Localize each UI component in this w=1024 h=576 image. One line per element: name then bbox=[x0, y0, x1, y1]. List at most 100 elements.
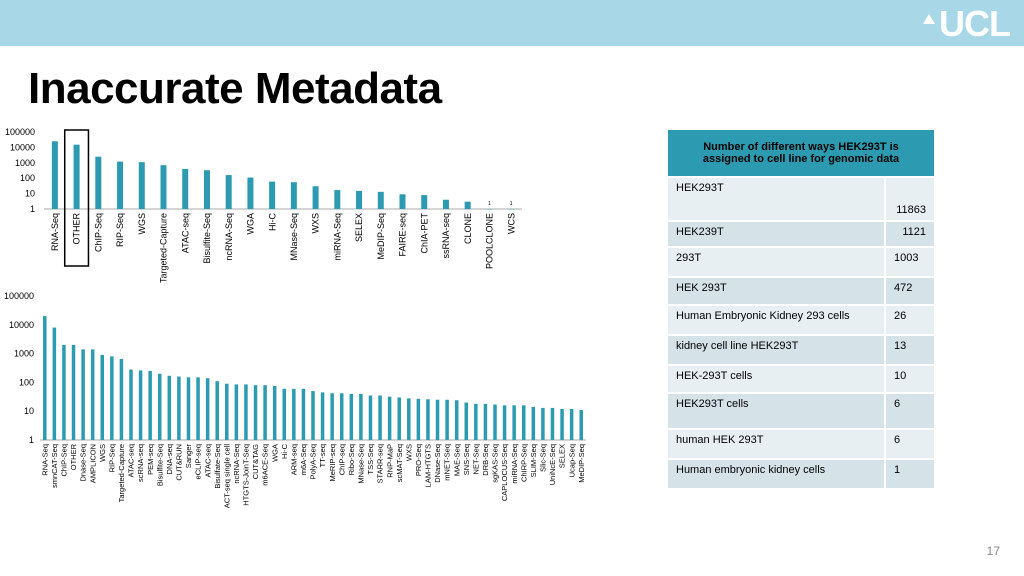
cell-line-count: 6 bbox=[884, 430, 934, 460]
bar bbox=[339, 393, 344, 440]
x-tick-label: SNS-Seq bbox=[462, 444, 471, 475]
x-tick-label: PolyA-Seq bbox=[309, 444, 318, 479]
bar bbox=[186, 377, 191, 440]
x-tick-label: Targeted-Capture bbox=[159, 213, 169, 283]
bar bbox=[160, 165, 167, 209]
y-tick-label: 10 bbox=[24, 406, 34, 416]
x-tick-label: mNET-Seq bbox=[443, 444, 452, 481]
x-tick-label: POOLCLONE bbox=[485, 213, 495, 269]
x-tick-label: Ucap-Seq bbox=[567, 444, 576, 477]
bar bbox=[320, 392, 325, 440]
x-tick-label: WGA bbox=[246, 213, 256, 235]
cell-line-name: HEK 293T bbox=[668, 278, 884, 306]
bar bbox=[167, 375, 172, 440]
x-tick-label: SELEX bbox=[354, 213, 364, 242]
x-tick-label: ChIP-Seq bbox=[93, 213, 103, 252]
x-tick-label: PRO-Seq bbox=[414, 444, 423, 476]
bar bbox=[269, 181, 276, 209]
x-tick-label: WXS bbox=[404, 444, 413, 461]
x-tick-label: SLIM-Seq bbox=[529, 444, 538, 477]
bar bbox=[215, 381, 219, 440]
x-tick-label: m6ACE-Seq bbox=[261, 444, 270, 486]
cell-line-name: HEK293T bbox=[668, 178, 884, 222]
y-tick-label: 100000 bbox=[5, 127, 35, 137]
x-tick-label: scRNA-seq bbox=[136, 444, 145, 482]
bar bbox=[253, 385, 258, 440]
bar bbox=[51, 141, 58, 209]
table-row: human HEK 293T 6 bbox=[668, 430, 934, 460]
x-tick-label: WCS bbox=[506, 213, 516, 234]
cell-line-name: kidney cell line HEK293T bbox=[668, 336, 884, 366]
x-tick-label: CUT&TAG bbox=[251, 444, 260, 479]
cell-line-name: Human embryonic kidney cells bbox=[668, 460, 884, 490]
cell-line-name: HEK239T bbox=[668, 222, 884, 248]
bar bbox=[225, 383, 229, 440]
y-tick-label: 10000 bbox=[9, 320, 34, 330]
x-tick-label: DNase-Seq bbox=[433, 444, 442, 483]
x-tick-label: ATAC-seq bbox=[180, 213, 190, 253]
x-tick-label: ARM-seq bbox=[289, 444, 298, 475]
bar bbox=[95, 156, 102, 209]
y-tick-label: 100000 bbox=[4, 291, 34, 301]
bar bbox=[486, 209, 493, 210]
x-tick-label: HTGTS-JoinT-Seq bbox=[242, 444, 251, 506]
table-row: kidney cell line HEK293T 13 bbox=[668, 336, 934, 366]
bar bbox=[205, 378, 210, 440]
bar bbox=[177, 376, 181, 440]
x-tick-label: RNA-Seq bbox=[40, 444, 49, 476]
x-tick-label: ATAC-seq bbox=[127, 444, 136, 477]
x-tick-label: MNase-Seq bbox=[357, 444, 366, 484]
x-tick-label: ncRNA-Seq bbox=[232, 444, 241, 484]
bar bbox=[483, 403, 488, 440]
x-tick-label: ACT-seq single cell bbox=[222, 444, 231, 509]
bar bbox=[550, 407, 555, 440]
bar bbox=[71, 344, 76, 440]
x-tick-label: SELEX bbox=[558, 444, 567, 468]
bar bbox=[397, 397, 401, 440]
bar bbox=[407, 398, 411, 440]
cell-line-name: HEK293T cells bbox=[668, 394, 884, 430]
x-tick-label: MAE-Seq bbox=[452, 444, 461, 476]
cell-line-count: 472 bbox=[884, 278, 934, 306]
bar bbox=[282, 388, 287, 440]
cell-line-name: HEK-293T cells bbox=[668, 366, 884, 394]
bar bbox=[359, 393, 363, 440]
x-tick-label: UniNcE-Seq bbox=[548, 444, 557, 485]
bar bbox=[464, 402, 469, 440]
x-tick-label: WGA bbox=[270, 444, 279, 462]
bar bbox=[502, 405, 507, 440]
x-tick-label: RIP-Seq bbox=[115, 213, 125, 247]
x-tick-label: Hi-C bbox=[280, 443, 289, 459]
x-tick-label: miRNA-Seq bbox=[510, 444, 519, 484]
bar bbox=[203, 170, 210, 209]
bar bbox=[138, 370, 143, 440]
cell-line-count: 6 bbox=[884, 394, 934, 430]
bar bbox=[43, 316, 47, 440]
bar bbox=[541, 407, 545, 440]
bar bbox=[426, 399, 430, 440]
bar bbox=[292, 388, 296, 440]
bar bbox=[442, 199, 449, 209]
bar bbox=[579, 410, 583, 440]
y-tick-label: 100 bbox=[20, 173, 35, 183]
y-tick-label: 1000 bbox=[14, 349, 34, 359]
bar bbox=[421, 195, 428, 209]
cell-line-name: human HEK 293T bbox=[668, 430, 884, 460]
table-row: Human embryonic kidney cells 1 bbox=[668, 460, 934, 490]
y-tick-label: 1000 bbox=[15, 158, 35, 168]
bar-value-label: 1 bbox=[488, 201, 491, 207]
x-tick-label: sgKAS-Seq bbox=[491, 444, 500, 483]
bar bbox=[244, 384, 248, 440]
cell-line-name: 293T bbox=[668, 248, 884, 278]
x-tick-label: MeDIP-Seq bbox=[577, 444, 586, 483]
x-tick-label: smnCAT-Seq bbox=[50, 444, 59, 488]
bar bbox=[311, 391, 315, 440]
bar bbox=[110, 356, 114, 440]
table-header: Number of different ways HEK293T is assi… bbox=[668, 130, 934, 178]
x-tick-label: m6A-Seq bbox=[299, 444, 308, 475]
x-tick-label: RNA-Seq bbox=[50, 213, 60, 251]
bar bbox=[290, 182, 297, 209]
table-row: HEK293T 11863 bbox=[668, 178, 934, 222]
bar bbox=[182, 168, 189, 209]
